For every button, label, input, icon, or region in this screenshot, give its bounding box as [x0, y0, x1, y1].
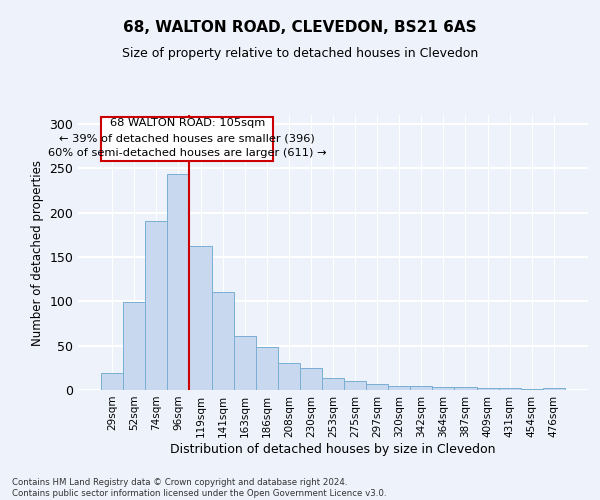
Bar: [543, 388, 565, 390]
Bar: [123, 302, 145, 390]
Text: Distribution of detached houses by size in Clevedon: Distribution of detached houses by size …: [170, 442, 496, 456]
Bar: [521, 389, 543, 390]
Bar: [101, 373, 123, 390]
Bar: [278, 364, 300, 390]
Bar: [167, 174, 190, 390]
Bar: [454, 388, 476, 390]
Bar: [344, 381, 366, 390]
Bar: [499, 388, 521, 390]
Bar: [410, 386, 433, 390]
Bar: [388, 386, 410, 390]
Bar: [322, 378, 344, 390]
FancyBboxPatch shape: [101, 117, 274, 161]
Text: 68, WALTON ROAD, CLEVEDON, BS21 6AS: 68, WALTON ROAD, CLEVEDON, BS21 6AS: [123, 20, 477, 35]
Bar: [476, 388, 499, 390]
Bar: [145, 222, 167, 390]
Bar: [256, 348, 278, 390]
Text: Contains HM Land Registry data © Crown copyright and database right 2024.
Contai: Contains HM Land Registry data © Crown c…: [12, 478, 386, 498]
Bar: [212, 292, 233, 390]
Y-axis label: Number of detached properties: Number of detached properties: [31, 160, 44, 346]
Bar: [366, 384, 388, 390]
Text: 68 WALTON ROAD: 105sqm
← 39% of detached houses are smaller (396)
60% of semi-de: 68 WALTON ROAD: 105sqm ← 39% of detached…: [48, 118, 326, 158]
Bar: [433, 388, 454, 390]
Text: Size of property relative to detached houses in Clevedon: Size of property relative to detached ho…: [122, 48, 478, 60]
Bar: [233, 336, 256, 390]
Bar: [300, 368, 322, 390]
Bar: [190, 246, 212, 390]
